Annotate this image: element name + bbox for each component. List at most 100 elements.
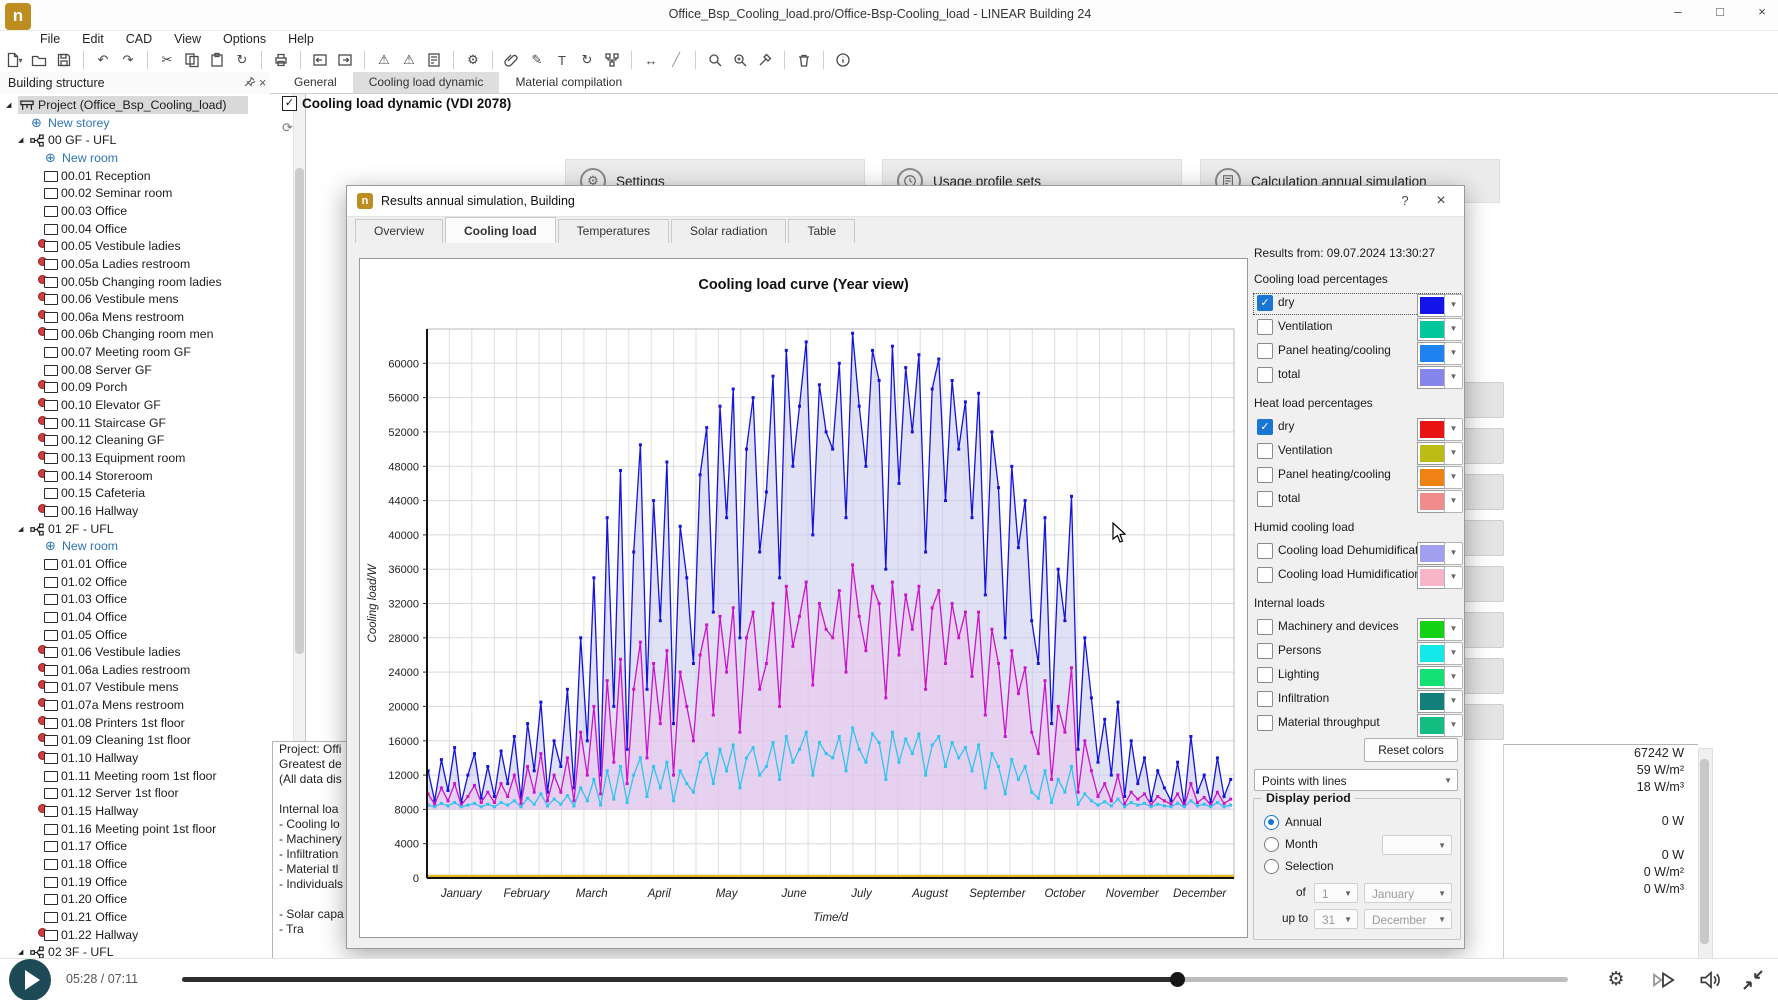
tree-item[interactable]: 00.06 Vestibule mens [0, 291, 292, 308]
warning-check-2-icon[interactable]: ⚠ [399, 50, 419, 70]
cooling-load-chart[interactable]: 4000800012000160002000024000280003200036… [360, 259, 1247, 937]
color-dropdown[interactable]: ▼ [1444, 542, 1463, 565]
print-icon[interactable] [271, 50, 291, 70]
tree-item[interactable]: ◢00 GF - UFL [0, 132, 292, 149]
color-dropdown[interactable]: ▼ [1444, 566, 1463, 589]
color-swatch[interactable] [1417, 542, 1447, 565]
tree-item[interactable]: 01.19 Office [0, 874, 292, 891]
menu-options[interactable]: Options [223, 32, 266, 46]
legend-checkbox[interactable] [1257, 319, 1273, 335]
tab-cooling-load-dynamic[interactable]: Cooling load dynamic [353, 72, 500, 94]
tree-item[interactable]: 01.02 Office [0, 574, 292, 591]
tree-item[interactable]: 01.12 Server 1st floor [0, 785, 292, 802]
copy-icon[interactable] [182, 50, 202, 70]
legend-checkbox[interactable]: ✓ [1257, 419, 1273, 435]
structure-tree-icon[interactable] [602, 50, 622, 70]
pin-icon[interactable] [243, 75, 256, 91]
legend-checkbox[interactable] [1257, 367, 1273, 383]
tree-item[interactable]: ◢01 2F - UFL [0, 521, 292, 538]
menu-help[interactable]: Help [288, 32, 314, 46]
color-swatch[interactable] [1417, 342, 1447, 365]
close-button[interactable]: × [1752, 4, 1772, 19]
tree-item[interactable]: 01.11 Meeting room 1st floor [0, 768, 292, 785]
color-swatch[interactable] [1417, 690, 1447, 713]
tree-item[interactable]: 01.07a Mens restroom [0, 697, 292, 714]
tree-item[interactable]: 00.08 Server GF [0, 362, 292, 379]
menu-file[interactable]: File [40, 32, 60, 46]
tree-item[interactable]: 00.06a Mens restroom [0, 309, 292, 326]
color-dropdown[interactable]: ▼ [1444, 642, 1463, 665]
tab-general[interactable]: General [278, 72, 353, 94]
open-project-icon[interactable] [29, 50, 49, 70]
paste-icon[interactable] [207, 50, 227, 70]
tree-item[interactable]: 01.16 Meeting point 1st floor [0, 821, 292, 838]
legend-checkbox[interactable] [1257, 643, 1273, 659]
tree-item[interactable]: 00.04 Office [0, 221, 292, 238]
color-dropdown[interactable]: ▼ [1444, 342, 1463, 365]
tree-item[interactable]: 01.05 Office [0, 627, 292, 644]
color-swatch[interactable] [1417, 442, 1447, 465]
color-swatch[interactable] [1417, 366, 1447, 389]
calculation-check-icon[interactable] [424, 50, 444, 70]
zoom-search-icon[interactable] [705, 50, 725, 70]
legend-checkbox[interactable] [1257, 543, 1273, 559]
color-dropdown[interactable]: ▼ [1444, 618, 1463, 641]
measure-width-icon[interactable]: ↔ [641, 50, 661, 70]
delete-trash-icon[interactable] [794, 50, 814, 70]
tree-new-item-link[interactable]: ⊕New room [0, 538, 292, 555]
tree-item[interactable]: 01.08 Printers 1st floor [0, 715, 292, 732]
measure-diagonal-icon[interactable]: ╱ [666, 50, 686, 70]
tree-item[interactable]: 01.20 Office [0, 891, 292, 908]
expander-icon[interactable]: ◢ [18, 948, 23, 956]
volume-icon[interactable] [1698, 968, 1724, 992]
redo-icon[interactable]: ↷ [118, 50, 138, 70]
legend-checkbox[interactable] [1257, 667, 1273, 683]
close-panel-icon[interactable]: × [259, 76, 266, 90]
color-picker-icon[interactable] [755, 50, 775, 70]
tree-item[interactable]: 00.02 Seminar room [0, 185, 292, 202]
tree-item[interactable]: 00.06b Changing room men [0, 326, 292, 343]
tree-item[interactable]: 00.05a Ladies restroom [0, 256, 292, 273]
tree-item[interactable]: ◢02 3F - UFL [0, 944, 292, 958]
color-swatch[interactable] [1417, 714, 1447, 737]
tree-item[interactable]: 01.03 Office [0, 591, 292, 608]
settings-gear-icon[interactable]: ⚙ [463, 50, 483, 70]
refresh-icon[interactable]: ⟳ [282, 120, 293, 136]
color-dropdown[interactable]: ▼ [1444, 690, 1463, 713]
tree-item[interactable]: 00.12 Cleaning GF [0, 432, 292, 449]
tree-item[interactable]: 00.01 Reception [0, 168, 292, 185]
progress-bar[interactable] [182, 977, 1568, 982]
radio-annual[interactable] [1264, 815, 1279, 830]
player-settings-icon[interactable]: ⚙ [1603, 968, 1629, 992]
upto-month-select[interactable]: December▼ [1364, 909, 1452, 929]
dialog-tab-cooling-load[interactable]: Cooling load [445, 217, 556, 243]
expander-icon[interactable]: ◢ [18, 136, 23, 144]
tree-item[interactable]: 00.14 Storeroom [0, 468, 292, 485]
tree-item[interactable]: 01.22 Hallway [0, 927, 292, 944]
color-dropdown[interactable]: ▼ [1444, 294, 1463, 317]
tree-item[interactable]: 01.21 Office [0, 909, 292, 926]
color-swatch[interactable] [1417, 666, 1447, 689]
color-swatch[interactable] [1417, 318, 1447, 341]
upto-day-select[interactable]: 31▼ [1314, 909, 1358, 929]
tree-scrollbar-thumb[interactable] [295, 168, 304, 654]
play-button[interactable] [9, 959, 51, 1000]
tree-item[interactable]: 01.17 Office [0, 838, 292, 855]
tree-item[interactable]: 00.03 Office [0, 203, 292, 220]
cut-icon[interactable]: ✂ [157, 50, 177, 70]
collapse-icon[interactable] [1740, 968, 1766, 992]
attach-link-icon[interactable] [502, 50, 522, 70]
color-swatch[interactable] [1417, 418, 1447, 441]
menu-view[interactable]: View [174, 32, 201, 46]
color-swatch[interactable] [1417, 618, 1447, 641]
tree-item[interactable]: 00.10 Elevator GF [0, 397, 292, 414]
tree-item[interactable]: 00.09 Porch [0, 379, 292, 396]
tree-item[interactable]: 00.16 Hallway [0, 503, 292, 520]
new-document-icon[interactable]: ▾ [4, 50, 24, 70]
color-swatch[interactable] [1417, 294, 1447, 317]
legend-checkbox[interactable] [1257, 715, 1273, 731]
color-dropdown[interactable]: ▼ [1444, 490, 1463, 513]
save-icon[interactable] [54, 50, 74, 70]
tree-item[interactable]: 01.06 Vestibule ladies [0, 644, 292, 661]
tree-new-item-link[interactable]: ⊕New storey [0, 115, 292, 132]
